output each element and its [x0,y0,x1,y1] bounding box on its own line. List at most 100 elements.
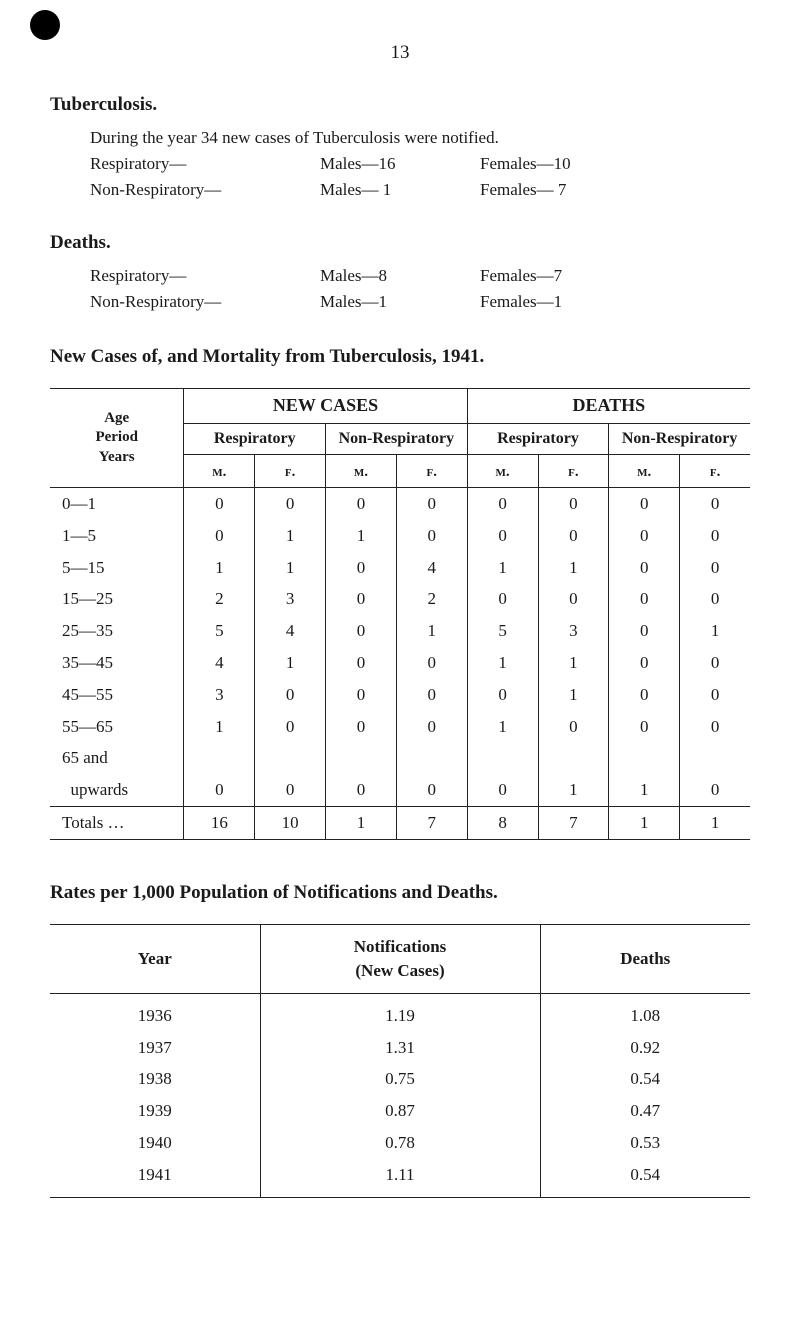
data-cell: 1 [467,711,538,743]
data-cell: 1 [538,552,609,584]
data-cell: 0 [467,520,538,552]
data-cell: 0 [538,487,609,519]
rates-notif-cell: 1.31 [260,1032,540,1064]
data-cell: 0 [467,679,538,711]
rates-year-cell: 1941 [50,1159,260,1197]
data-cell: 1 [467,552,538,584]
rates-deaths-cell: 0.53 [540,1127,750,1159]
data-cell: 0 [467,487,538,519]
data-cell: 0 [609,520,680,552]
table1-title: New Cases of, and Mortality from Tubercu… [50,344,750,371]
deaths-resp-label: Respiratory— [90,264,320,288]
data-cell: 0 [326,552,397,584]
age-header-2: Period [56,428,177,448]
table2-title: Rates per 1,000 Population of Notificati… [50,880,750,907]
totals-cell: 7 [396,806,467,839]
age-cell: 35—45 [50,647,184,679]
table-row: 5—1511041100 [50,552,750,584]
age-cell: 15—25 [50,583,184,615]
deaths-body: Respiratory— Males—8 Females—7 Non-Respi… [90,264,750,314]
data-cell: 1 [467,647,538,679]
deaths-nonresp-females: Females—1 [480,290,640,314]
table-row: upwards00000110 [50,774,750,806]
data-cell: 1 [184,711,255,743]
table-row: 15—2523020000 [50,583,750,615]
age-header: Age Period Years [50,389,184,488]
group-new-cases: NEW CASES [184,389,467,423]
rates-notif-cell: 1.19 [260,993,540,1031]
page-number: 13 [50,40,750,67]
data-cell: 0 [609,487,680,519]
data-cell: 3 [255,583,326,615]
rates-deaths-cell: 1.08 [540,993,750,1031]
rates-table: Year Notifications (New Cases) Deaths 19… [50,924,750,1197]
totals-cell: 16 [184,806,255,839]
intro-line: During the year 34 new cases of Tubercul… [90,126,750,150]
table-row: 35—4541001100 [50,647,750,679]
rates-year-header: Year [50,925,260,994]
nonresp-label: Non-Respiratory— [90,178,320,202]
table-row: 55—6510001000 [50,711,750,743]
mf-header: m. [637,464,651,480]
data-cell: 0 [609,552,680,584]
age-cell: 65 and [50,742,184,774]
deaths-nonresp-row: Non-Respiratory— Males—1 Females—1 [90,290,750,314]
resp-females: Females—10 [480,152,640,176]
mf-header: f. [427,464,437,480]
age-cell: 5—15 [50,552,184,584]
mf-header: f. [710,464,720,480]
death-resp-header: Respiratory [467,423,609,454]
data-cell: 0 [184,520,255,552]
data-cell: 0 [680,647,750,679]
table-row: 19361.191.08 [50,993,750,1031]
data-cell: 5 [467,615,538,647]
rates-notif-cell: 1.11 [260,1159,540,1197]
rates-notif-header: Notifications (New Cases) [260,925,540,994]
deaths-resp-row: Respiratory— Males—8 Females—7 [90,264,750,288]
nonresp-row: Non-Respiratory— Males— 1 Females— 7 [90,178,750,202]
mf-header: f. [285,464,295,480]
data-cell: 0 [396,647,467,679]
data-cell: 0 [255,487,326,519]
age-cell: 45—55 [50,679,184,711]
data-cell: 1 [255,552,326,584]
data-cell: 0 [538,520,609,552]
data-cell: 1 [326,520,397,552]
data-cell: 0 [609,711,680,743]
rates-year-cell: 1940 [50,1127,260,1159]
data-cell: 0 [396,487,467,519]
data-cell: 1 [538,679,609,711]
nonresp-females: Females— 7 [480,178,640,202]
data-cell: 0 [326,615,397,647]
data-cell: 1 [184,552,255,584]
data-cell: 0 [326,583,397,615]
death-nonresp-header: Non-Respiratory [609,423,750,454]
data-cell: 1 [609,774,680,806]
data-cell [184,742,255,774]
data-cell: 3 [538,615,609,647]
data-cell: 4 [184,647,255,679]
totals-cell: 10 [255,806,326,839]
rates-notif-cell: 0.87 [260,1095,540,1127]
age-cell: 25—35 [50,615,184,647]
data-cell: 0 [467,774,538,806]
table-row: 19371.310.92 [50,1032,750,1064]
rates-notif-header-2: (New Cases) [267,959,534,983]
data-cell: 0 [326,487,397,519]
data-cell [326,742,397,774]
table-row: 19380.750.54 [50,1063,750,1095]
rates-deaths-cell: 0.54 [540,1159,750,1197]
rates-year-cell: 1938 [50,1063,260,1095]
rates-notif-cell: 0.75 [260,1063,540,1095]
age-cell: 0—1 [50,487,184,519]
table-row: 1—501100000 [50,520,750,552]
data-cell: 2 [396,583,467,615]
data-cell: 0 [680,711,750,743]
tuberculosis-heading: Tuberculosis. [50,92,750,119]
data-cell: 0 [326,711,397,743]
data-cell: 0 [184,487,255,519]
data-cell [396,742,467,774]
data-cell: 0 [680,583,750,615]
table-row: 19411.110.54 [50,1159,750,1197]
resp-males: Males—16 [320,152,480,176]
